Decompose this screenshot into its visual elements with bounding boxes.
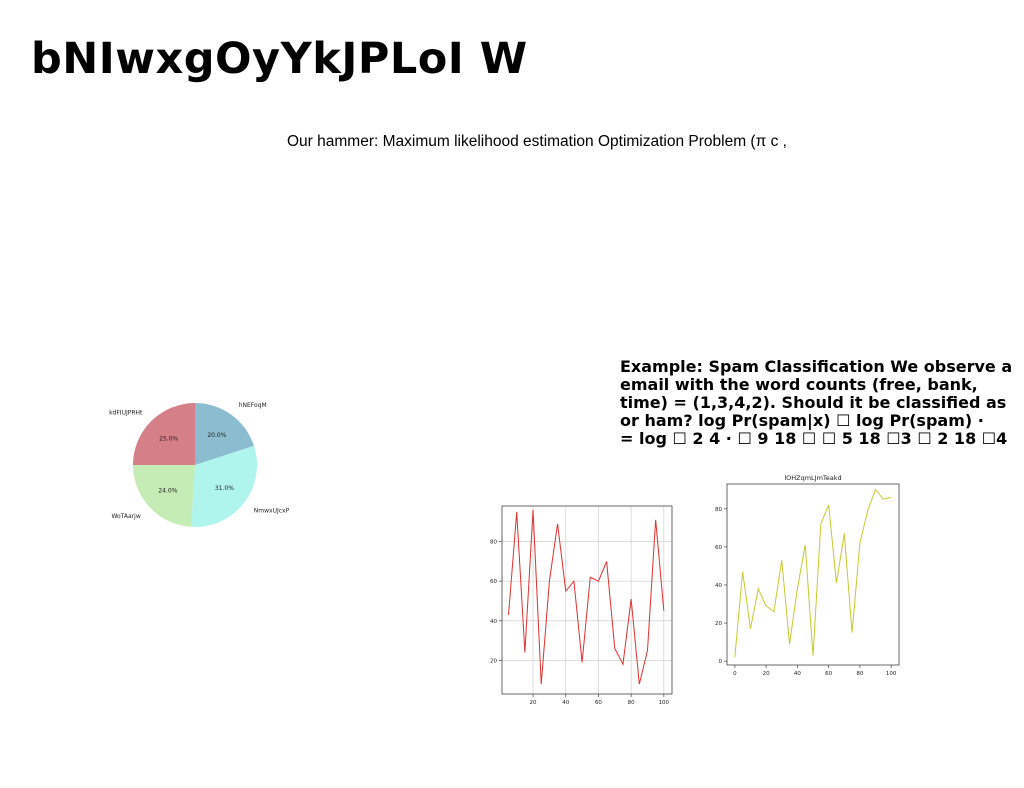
yellow-chart-xtick-label: 60 xyxy=(825,671,832,677)
pie-percent-label: 24.0% xyxy=(158,487,177,494)
red-line-chart: 20 40 60 80 100 20 40 60 80 xyxy=(490,505,673,706)
red-chart-ytick-label: 20 xyxy=(490,658,497,664)
yellow-chart-xtick-label: 40 xyxy=(794,671,801,677)
red-chart-ytick-label: 60 xyxy=(490,579,497,585)
red-chart-series-line xyxy=(508,509,665,685)
pie-category-label: hNEFoqM xyxy=(239,402,267,409)
yellow-chart-title: lOHZqmLJmTeakd xyxy=(784,474,841,482)
yellow-chart-ytick-label: 40 xyxy=(715,583,722,589)
slide-subtitle: Our hammer: Maximum likelihood estimatio… xyxy=(287,133,792,150)
pie-percent-label: 25.0% xyxy=(159,436,178,443)
red-chart-xtick-label: 60 xyxy=(595,700,602,706)
pie-category-label: NmwxUJcxP xyxy=(254,508,290,515)
pie-slice xyxy=(133,403,195,465)
red-chart-xtick-label: 100 xyxy=(659,700,670,706)
red-chart-axes-frame xyxy=(501,505,673,695)
red-chart-xtick-label: 40 xyxy=(562,700,569,706)
yellow-chart-xtick-label: 80 xyxy=(856,671,863,677)
example-line: email with the word counts (free, bank, xyxy=(620,375,978,394)
pie-slice xyxy=(133,465,195,527)
pie-chart: 20.0% hNEFoqM 31.0% NmwxUJcxP 24.0% WoTAarjw 2… xyxy=(109,402,290,527)
red-chart-xtick-label: 20 xyxy=(530,700,537,706)
red-chart-ytick-label: 80 xyxy=(490,540,497,546)
yellow-chart-axes-frame xyxy=(726,483,900,666)
pie-slice xyxy=(195,403,254,465)
pie-percent-label: 31.0% xyxy=(215,485,234,492)
yellow-chart-ytick-label: 20 xyxy=(715,621,722,627)
yellow-chart-ytick-label: 60 xyxy=(715,545,722,551)
pie-category-label: WoTAarjw xyxy=(111,513,140,520)
pie-slice xyxy=(191,445,257,527)
slide-title: bNIwxgOyYkJPLoI W xyxy=(31,34,528,84)
example-line: time) = (1,3,4,2). Should it be classifi… xyxy=(620,393,1007,412)
pie-percent-label: 20.0% xyxy=(207,432,226,439)
pie-category-label: kdFIUJPRHt xyxy=(109,409,143,416)
red-chart-xtick-label: 80 xyxy=(628,700,635,706)
example-line: or ham? log Pr(spam|x) ☐ log Pr(spam) · xyxy=(620,411,984,430)
yellow-chart-xtick-label: 0 xyxy=(733,671,737,677)
example-text-block: Example: Spam Classification We observe … xyxy=(620,358,1020,448)
yellow-chart-ytick-label: 0 xyxy=(719,659,723,665)
example-line: = log ☐ 2 4 · ☐ 9 18 ☐ ☐ 5 18 ☐3 ☐ 2 18 … xyxy=(620,429,1008,448)
example-line: Example: Spam Classification We observe … xyxy=(620,357,1013,376)
yellow-line-chart: 0 20 40 60 80 100 0 20 40 60 80 lOHZqmLJmTeakd xyxy=(715,474,900,677)
yellow-chart-xtick-label: 20 xyxy=(763,671,770,677)
red-chart-ytick-label: 40 xyxy=(490,619,497,625)
yellow-chart-xtick-label: 100 xyxy=(886,671,897,677)
yellow-chart-ytick-label: 80 xyxy=(715,507,722,513)
yellow-chart-series-line xyxy=(734,488,892,658)
